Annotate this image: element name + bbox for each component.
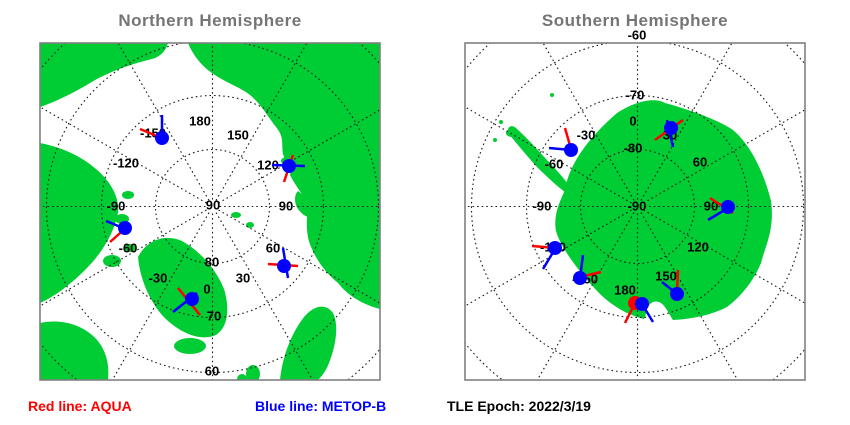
graticule-label: 60	[693, 155, 707, 170]
satellite-position-marker	[670, 287, 684, 301]
island	[124, 244, 136, 252]
legend-metop-b: Blue line: METOP-B	[255, 398, 387, 414]
graticule-label: -90	[533, 199, 552, 214]
satellite-position-marker	[564, 143, 578, 157]
graticule-label: 70	[207, 309, 221, 324]
graticule-north	[40, 43, 380, 380]
landmasses-south	[493, 93, 772, 320]
graticule-label: 150	[227, 128, 249, 143]
satellite-position-marker	[185, 292, 199, 306]
satellites-north	[105, 115, 306, 316]
graticule-ring	[45, 43, 380, 374]
landmass-canada	[40, 143, 119, 303]
island	[506, 129, 518, 137]
island	[550, 93, 554, 97]
graticule-ring	[100, 94, 325, 319]
landmass-antarctic-peninsula	[507, 126, 570, 193]
graticule-label: 30	[236, 271, 250, 286]
graticule-label: 60	[205, 364, 219, 379]
legend-aqua: Red line: AQUA	[28, 398, 132, 414]
graticule-ring	[579, 148, 696, 265]
island-iceland	[174, 338, 206, 354]
graticule-south	[465, 43, 805, 380]
north-panel-title: Northern Hemisphere	[118, 11, 302, 30]
graticule-label: 60	[266, 241, 280, 256]
graticule-label: -90	[628, 199, 647, 214]
satellite-position-marker	[155, 131, 169, 145]
graticule-label: 120	[257, 158, 279, 173]
south-hemisphere-map: -60-70-80-900306090120150180-150-120-90-…	[464, 28, 806, 381]
satellite-position-marker	[635, 297, 649, 311]
island	[69, 208, 81, 218]
island-ireland	[237, 374, 247, 380]
island	[499, 120, 503, 124]
landmass-antarctica	[555, 100, 772, 320]
island	[122, 191, 134, 199]
satellites-south	[531, 118, 735, 324]
landmass-labrador	[40, 321, 109, 380]
island-svalbard	[231, 212, 241, 218]
island	[82, 248, 94, 258]
map-frame	[464, 42, 806, 381]
map-frame	[39, 42, 381, 381]
island	[294, 167, 304, 175]
graticule-label: 80	[205, 255, 219, 270]
satellite-position-marker	[118, 221, 132, 235]
graticule-label: 0	[629, 114, 636, 129]
satellite-position-marker	[277, 259, 291, 273]
graticule-label: 0	[203, 282, 210, 297]
graticule-label: 180	[614, 283, 636, 298]
graticule-label: 150	[655, 269, 677, 284]
satellite-position-marker	[282, 159, 296, 173]
island	[103, 255, 121, 267]
island	[493, 138, 497, 142]
island	[94, 227, 110, 239]
graticule-label: 180	[189, 114, 211, 129]
graticule-label: -30	[149, 271, 168, 286]
satellite-position-marker	[664, 121, 678, 135]
graticule-label: -30	[577, 128, 596, 143]
landmass-alaska	[40, 43, 168, 107]
landmass-scandinavia	[280, 306, 337, 380]
landmass-eurasia	[188, 43, 380, 309]
graticule-label: -80	[624, 141, 643, 156]
graticule-ring	[470, 43, 805, 374]
island	[93, 193, 107, 203]
graticule-label: -60	[119, 241, 138, 256]
graticule-label: 90	[279, 199, 293, 214]
graticule-label: -60	[628, 28, 647, 43]
graticule-ring	[154, 148, 271, 265]
landmasses-north	[40, 43, 380, 380]
graticule-label: 90	[206, 198, 220, 213]
graticule-label: -60	[545, 157, 564, 172]
graticule-ring	[525, 94, 750, 319]
satellite-position-marker	[573, 271, 587, 285]
satellite-position-marker	[548, 241, 562, 255]
north-hemisphere-map: 1801501209060300-30-60-90-120-1509080706…	[39, 42, 381, 381]
graticule-labels-north: 1801501209060300-30-60-90-120-1509080706…	[107, 114, 294, 379]
graticule-label: -120	[113, 156, 139, 171]
island-uk	[246, 365, 260, 380]
graticule-labels-south: -60-70-80-900306090120150180-150-120-90-…	[533, 28, 719, 298]
graticule-label: 120	[687, 240, 709, 255]
island-novaya-zemlya	[295, 191, 314, 217]
graticule-label: -90	[107, 199, 126, 214]
south-panel-title: Southern Hemisphere	[541, 11, 729, 30]
graticule-label: -70	[626, 88, 645, 103]
satellite-position-marker	[721, 200, 735, 214]
tle-epoch-label: TLE Epoch: 2022/3/19	[447, 398, 591, 414]
